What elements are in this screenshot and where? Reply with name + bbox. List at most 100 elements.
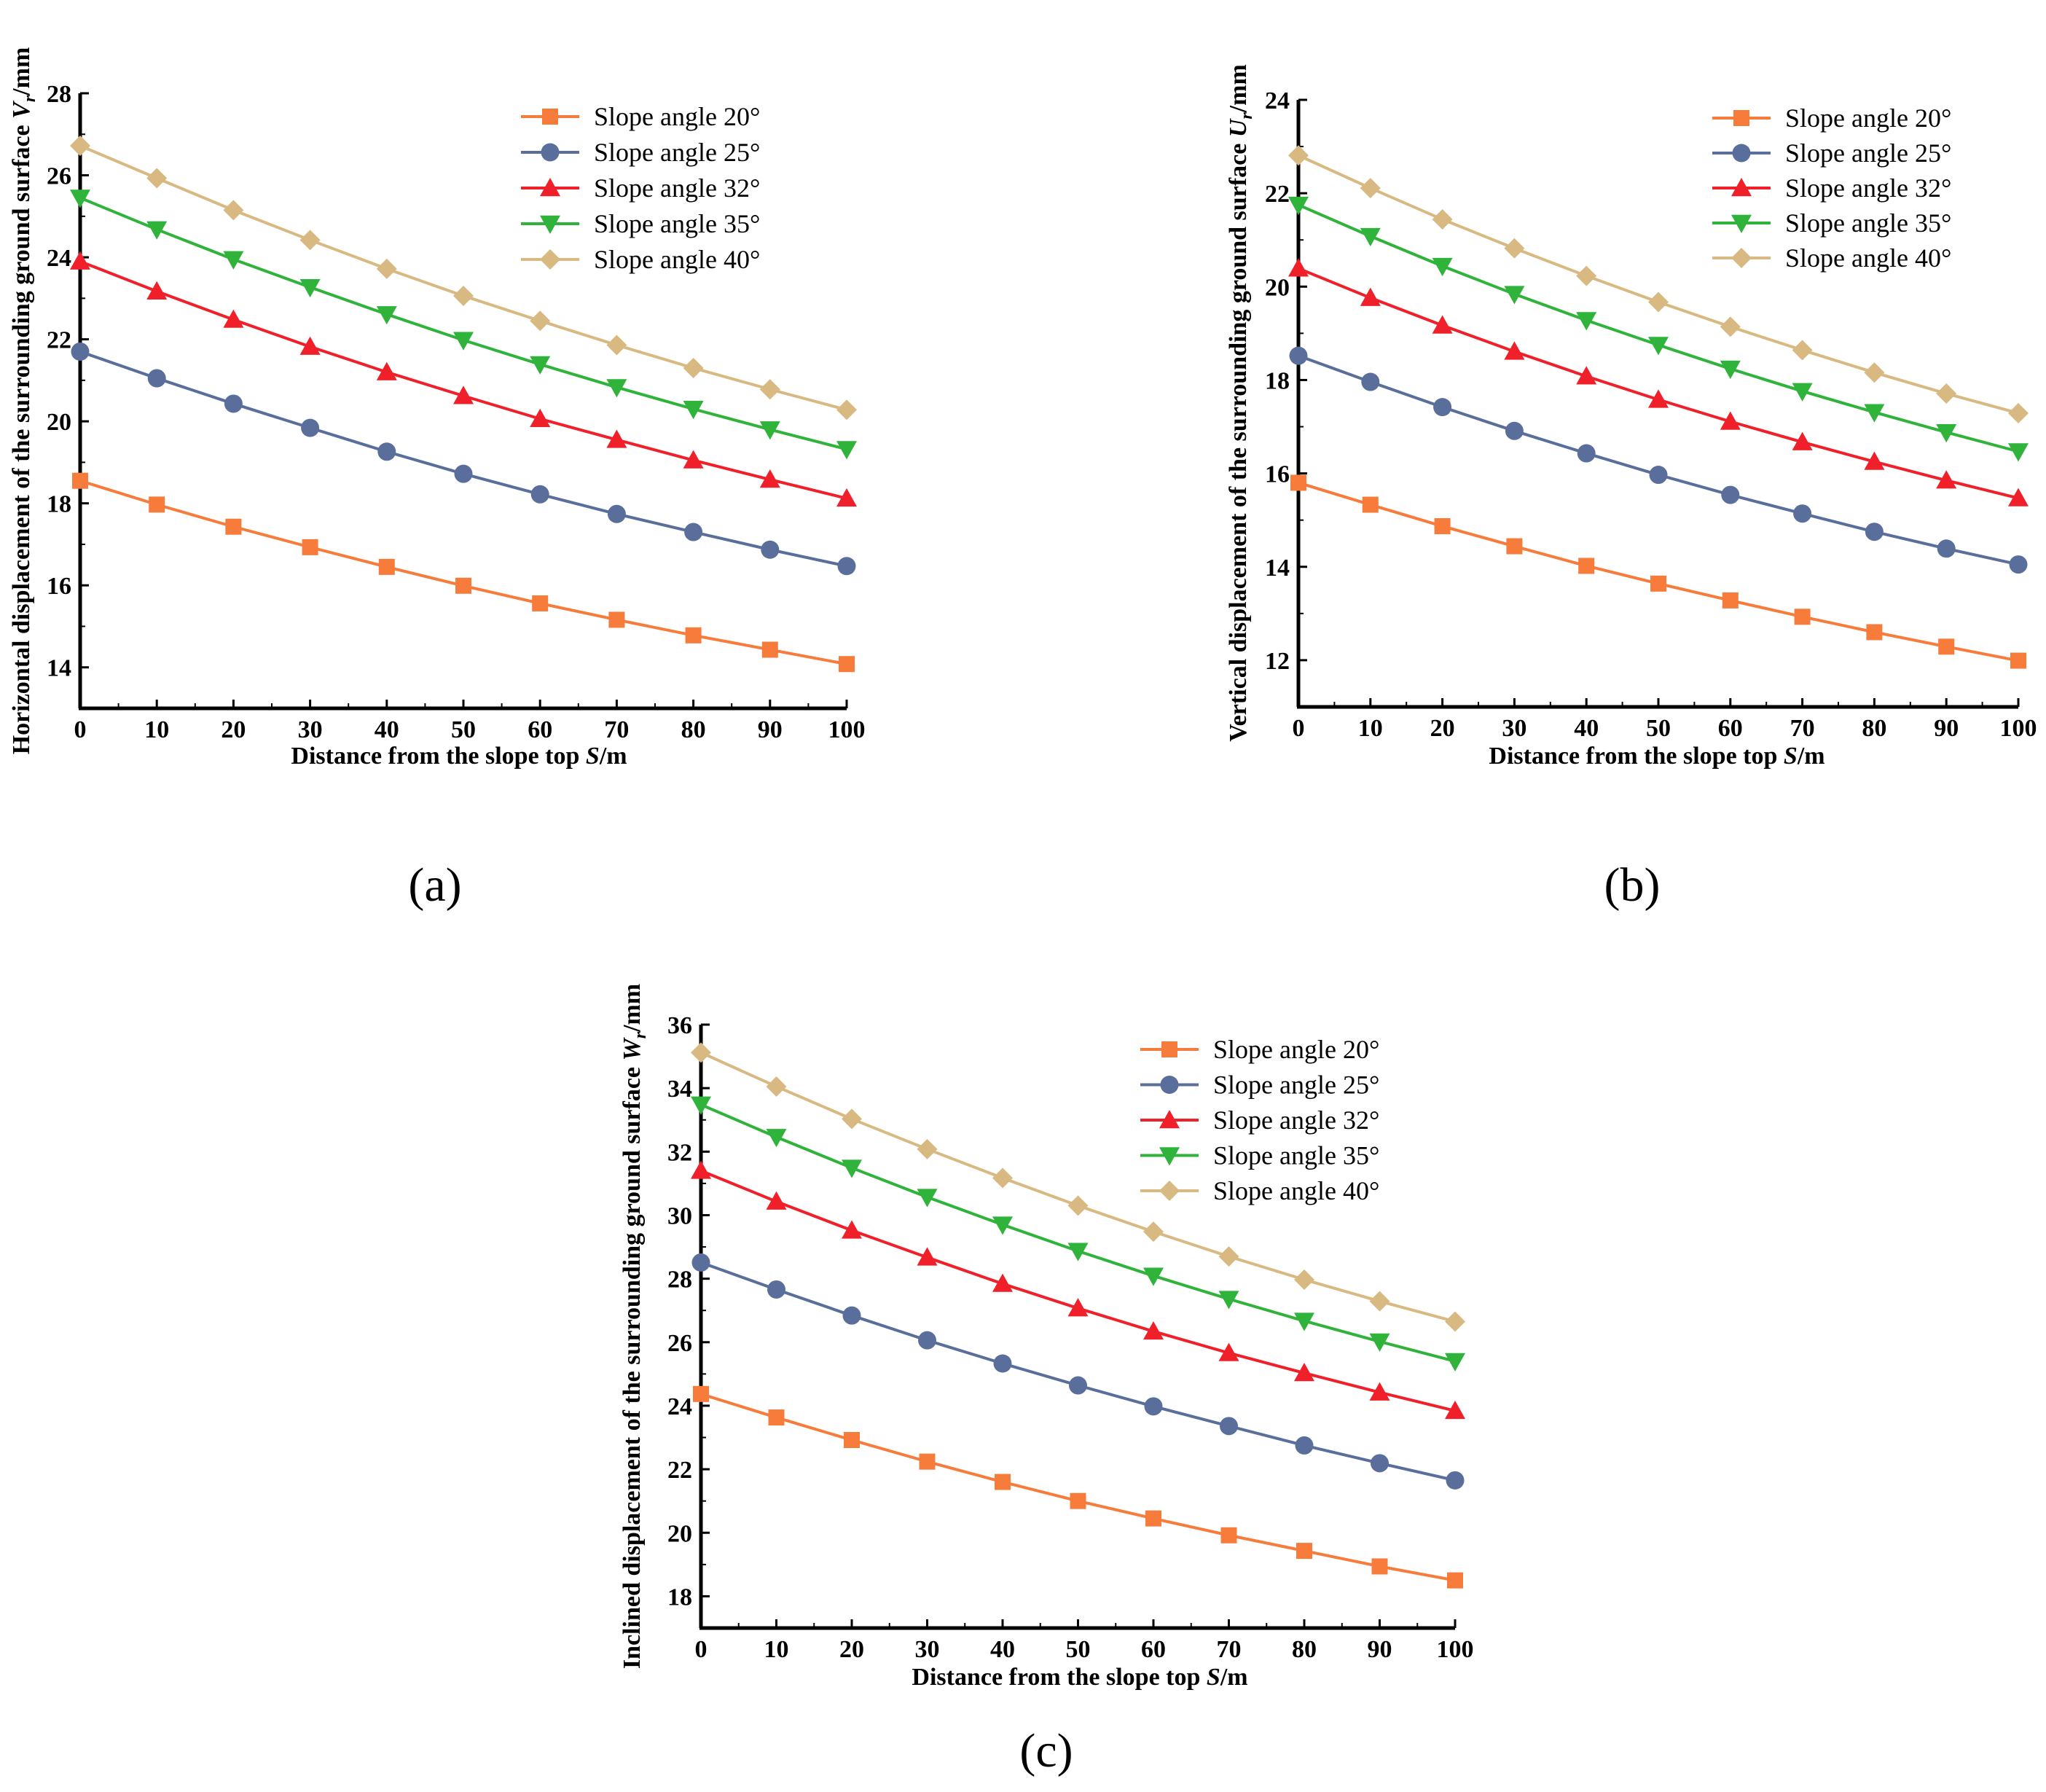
data-point xyxy=(223,251,244,270)
data-point xyxy=(1794,609,1811,625)
legend-entry: Slope angle 25° xyxy=(521,138,760,167)
data-point xyxy=(759,379,780,400)
legend-label: Slope angle 35° xyxy=(1785,208,1951,238)
series-line xyxy=(79,479,847,666)
data-point xyxy=(1218,1342,1239,1361)
legend-marker xyxy=(1732,144,1751,163)
data-point xyxy=(842,1159,862,1178)
data-point xyxy=(837,557,856,576)
x-tick-label: 50 xyxy=(1646,715,1671,742)
data-point xyxy=(1445,1400,1465,1420)
data-point xyxy=(1288,258,1309,277)
legend-label: Slope angle 32° xyxy=(1213,1106,1379,1135)
legend-marker xyxy=(541,143,560,162)
data-point xyxy=(1576,366,1597,385)
y-tick-label: 14 xyxy=(1265,555,1290,582)
x-tick-label: 10 xyxy=(1358,715,1383,742)
data-point xyxy=(608,611,625,628)
data-point xyxy=(302,539,318,555)
legend-entry: Slope angle 35° xyxy=(1712,208,1951,238)
data-point xyxy=(530,356,551,375)
x-tick-label: 50 xyxy=(451,716,476,743)
data-point xyxy=(693,1385,709,1402)
x-tick-label: 60 xyxy=(528,716,552,743)
x-tick-label: 60 xyxy=(1141,1636,1166,1663)
data-point xyxy=(691,1253,710,1272)
data-point xyxy=(301,418,320,437)
data-point xyxy=(995,1474,1011,1490)
data-point xyxy=(1220,1527,1237,1543)
data-point xyxy=(691,1160,711,1179)
data-point xyxy=(766,1191,787,1210)
panel-label: (c) xyxy=(1019,1724,1073,1777)
y-tick-label: 20 xyxy=(1265,274,1290,301)
data-point xyxy=(376,361,397,380)
data-point xyxy=(1577,444,1596,463)
series-line xyxy=(1298,481,2019,662)
x-tick-label: 80 xyxy=(1862,715,1886,742)
data-point xyxy=(836,488,857,507)
chart-panel-a: 0 10 20 30 40 50 60 70 80 90 100 14 16 18 20 22 24 26 28 Di… xyxy=(8,47,866,912)
panel-label: (a) xyxy=(408,858,461,912)
data-point xyxy=(917,1247,938,1266)
legend-marker xyxy=(540,249,560,270)
data-point xyxy=(759,469,780,488)
y-tick-label: 20 xyxy=(667,1520,692,1547)
x-tick-label: 80 xyxy=(681,716,706,743)
legend-entry: Slope angle 32° xyxy=(1712,173,1951,203)
x-axis-title: Distance from the slope top S/m xyxy=(1489,743,1824,770)
x-tick-label: 40 xyxy=(1574,715,1599,742)
data-point xyxy=(70,136,90,157)
data-point xyxy=(1369,1333,1390,1352)
x-tick-label: 30 xyxy=(915,1636,940,1663)
legend-marker xyxy=(1731,178,1752,197)
data-point xyxy=(683,357,704,378)
data-point xyxy=(992,1216,1013,1235)
x-tick-label: 20 xyxy=(1430,715,1455,742)
data-point xyxy=(842,1108,862,1130)
data-point xyxy=(299,278,321,298)
data-point xyxy=(992,1273,1013,1292)
data-point xyxy=(2008,402,2029,423)
legend-marker xyxy=(540,178,560,197)
x-tick-label: 30 xyxy=(298,716,323,743)
series-slope-20 xyxy=(1290,474,2026,669)
data-point xyxy=(453,332,474,351)
legend-entry: Slope angle 25° xyxy=(1712,138,1951,168)
data-point xyxy=(1720,411,1741,430)
data-point xyxy=(1144,1397,1163,1416)
data-point xyxy=(919,1453,936,1470)
data-point xyxy=(1360,227,1381,247)
y-tick-label: 36 xyxy=(667,1012,692,1039)
data-point xyxy=(918,1331,936,1350)
data-point xyxy=(1937,539,1956,558)
data-point xyxy=(1432,315,1453,334)
data-point xyxy=(1289,346,1308,365)
legend-label: Slope angle 20° xyxy=(1785,103,1951,133)
legend-entry: Slope angle 40° xyxy=(1140,1176,1379,1205)
data-point xyxy=(453,386,474,404)
series-slope-35 xyxy=(1288,196,2029,462)
x-tick-label: 90 xyxy=(1368,1636,1392,1663)
data-point xyxy=(1938,638,1955,655)
legend-entry: Slope angle 40° xyxy=(1712,243,1951,273)
legend-marker xyxy=(1159,1110,1180,1129)
data-point xyxy=(378,558,395,575)
data-point xyxy=(683,450,704,469)
data-point xyxy=(530,485,549,504)
chart-panel-b: 0 10 20 30 40 50 60 70 80 90 100 12 14 16 18 20 22 24 Dist… xyxy=(1225,64,2037,912)
data-point xyxy=(1067,1298,1089,1317)
data-point xyxy=(1576,312,1597,331)
data-point xyxy=(1143,1320,1164,1340)
x-tick-label: 40 xyxy=(375,716,399,743)
data-point xyxy=(1360,287,1381,306)
legend-entry: Slope angle 32° xyxy=(521,173,760,203)
y-tick-label: 30 xyxy=(667,1202,692,1229)
x-tick-label: 10 xyxy=(764,1636,789,1663)
data-point xyxy=(1506,538,1523,555)
data-point xyxy=(530,408,551,427)
y-tick-label: 22 xyxy=(47,327,71,354)
x-tick-label: 0 xyxy=(695,1636,708,1663)
y-tick-label: 26 xyxy=(47,163,71,190)
data-point xyxy=(530,310,551,332)
